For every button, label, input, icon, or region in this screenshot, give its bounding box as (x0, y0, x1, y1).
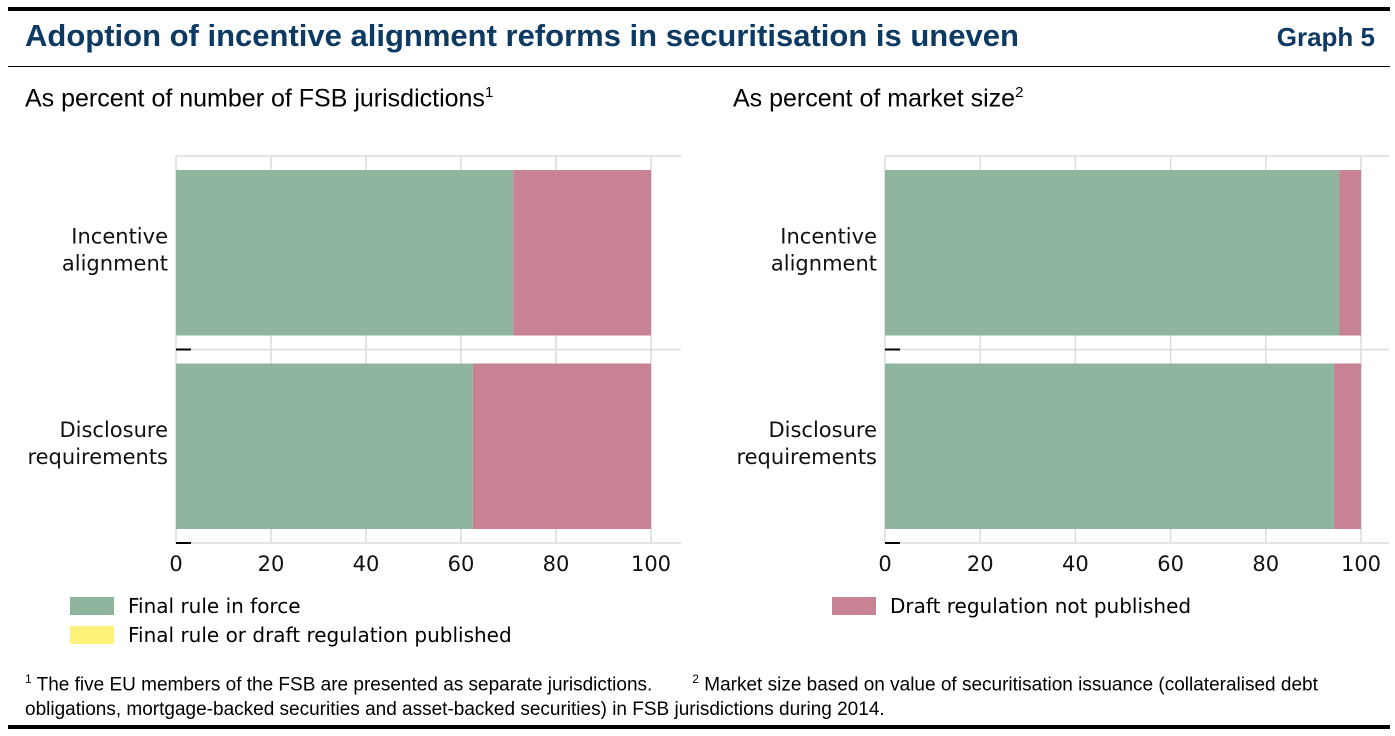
left-title-text: As percent of number of FSB jurisdiction… (25, 84, 485, 113)
legend-label: Draft regulation not published (890, 594, 1192, 618)
graph-number: Graph 5 (1276, 22, 1375, 52)
x-tick-label: 80 (1252, 552, 1279, 576)
bottom-rule (8, 725, 1390, 729)
left-panel-title: As percent of number of FSB jurisdiction… (25, 84, 493, 113)
legend-swatch (832, 597, 876, 615)
bar-draft-regulation-not-published (1333, 363, 1361, 529)
graph-title: Adoption of incentive alignment reforms … (25, 18, 1019, 53)
bar-final-rule-in-force (885, 363, 1334, 529)
legend-swatch (70, 597, 114, 615)
bar-draft-regulation-not-published (1339, 170, 1361, 336)
right-title-note: 2 (1015, 84, 1024, 101)
legend-item-draft: Draft regulation not published (832, 594, 1191, 618)
x-tick-label: 20 (258, 552, 285, 576)
footnote-2-marker: 2 (692, 672, 699, 686)
legend-label: Final rule in force (128, 594, 301, 618)
x-tick-label: 100 (631, 552, 671, 576)
legend-item-published: Final rule or draft regulation published (70, 623, 512, 647)
category-label: alignment (62, 251, 168, 275)
left-title-note: 1 (484, 84, 494, 101)
x-tick-label: 100 (1341, 552, 1381, 576)
legend-label: Final rule or draft regulation published (128, 623, 512, 647)
category-label: Disclosure (59, 418, 168, 442)
footnotes: 1 The five EU members of the FSB are pre… (25, 667, 1375, 722)
footnote-1: The five EU members of the FSB are prese… (31, 674, 653, 696)
category-label: Disclosure (768, 418, 877, 442)
bar-draft-regulation-not-published (513, 170, 651, 336)
bar-final-rule-in-force (885, 170, 1340, 336)
x-tick-label: 0 (878, 552, 891, 576)
title-rule (8, 66, 1390, 67)
category-label: Incentive (780, 224, 877, 248)
right-title-text: As percent of market size (733, 84, 1016, 113)
bar-draft-regulation-not-published (472, 363, 651, 529)
footnote-1-marker: 1 (25, 672, 32, 686)
legend-swatch (70, 626, 114, 644)
right-panel-title: As percent of market size2 (733, 84, 1023, 113)
category-label: requirements (27, 445, 168, 469)
x-tick-label: 0 (169, 552, 182, 576)
top-rule (8, 7, 1390, 11)
x-tick-label: 80 (543, 552, 570, 576)
bar-final-rule-in-force (176, 363, 473, 529)
category-label: alignment (771, 251, 877, 275)
x-tick-label: 40 (1062, 552, 1089, 576)
category-label: Incentive (71, 224, 168, 248)
legend-item-final: Final rule in force (70, 594, 301, 618)
x-tick-label: 40 (353, 552, 380, 576)
x-tick-label: 20 (967, 552, 994, 576)
bar-final-rule-in-force (176, 170, 514, 336)
footnote-2: Market size based on value of securitisa… (25, 674, 1318, 721)
category-label: requirements (736, 445, 877, 469)
x-tick-label: 60 (1157, 552, 1184, 576)
x-tick-label: 60 (448, 552, 475, 576)
